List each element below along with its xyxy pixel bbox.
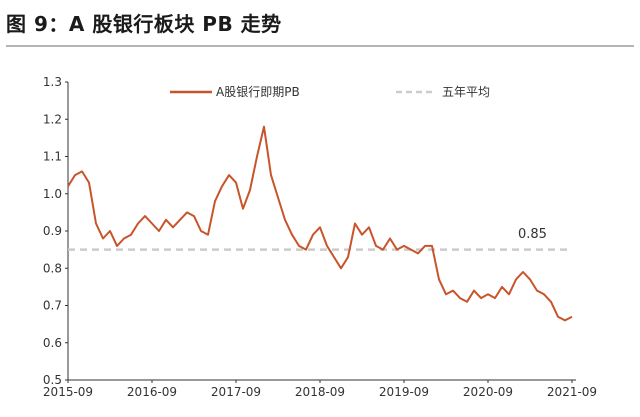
series-layer <box>67 125 573 322</box>
title-divider <box>6 45 634 47</box>
y-tick-label: 0.5 <box>43 373 62 387</box>
x-tick-label: 2018-09 <box>295 385 345 399</box>
chart-title: 图 9：A 股银行板块 PB 走势 <box>6 12 282 36</box>
y-tick-labels: 0.5 0.6 0.7 0.8 0.9 1.0 1.1 1.2 1.3 <box>43 75 68 387</box>
y-tick-label: 1.0 <box>43 187 62 201</box>
x-tick-label: 2021-09 <box>547 385 597 399</box>
x-tick-label: 2019-09 <box>379 385 429 399</box>
x-tick-label: 2016-09 <box>127 385 177 399</box>
y-tick-label: 1.1 <box>43 150 62 164</box>
x-tick-label: 2017-09 <box>211 385 261 399</box>
x-tick-label: 2015-09 <box>43 385 93 399</box>
x-tick-labels: 2015-09 2016-09 2017-09 2018-09 2019-09 2020-… <box>43 380 597 399</box>
y-tick-label: 1.3 <box>43 75 62 89</box>
y-tick-label: 1.2 <box>43 112 62 126</box>
y-tick-label: 0.7 <box>43 299 62 313</box>
legend-label-pb: A股银行即期PB <box>216 85 300 99</box>
bank-pb-series-line <box>67 125 573 322</box>
legend-label-average: 五年平均 <box>442 85 490 99</box>
y-tick-label: 0.8 <box>43 261 62 275</box>
y-tick-label: 0.6 <box>43 336 62 350</box>
average-value-annotation: 0.85 <box>518 227 547 242</box>
y-tick-label: 0.9 <box>43 224 62 238</box>
x-tick-label: 2020-09 <box>463 385 513 399</box>
legend: A股银行即期PB 五年平均 <box>170 85 490 99</box>
